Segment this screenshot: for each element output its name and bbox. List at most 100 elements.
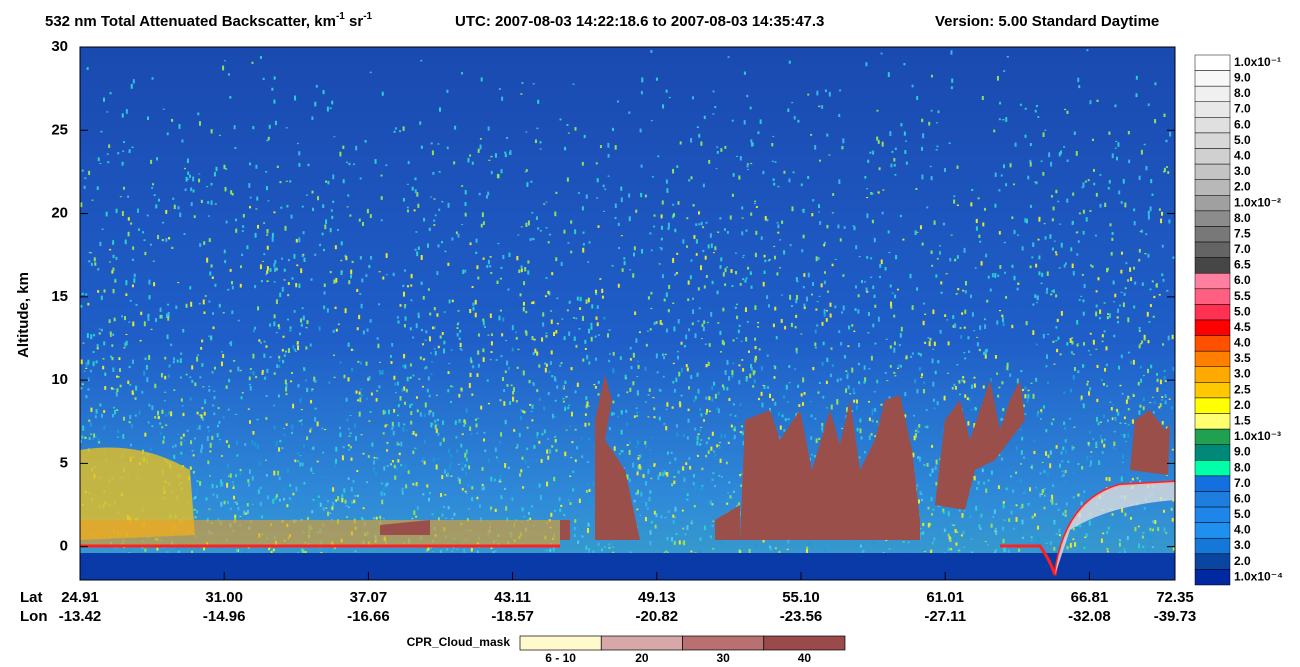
noise-speck	[538, 397, 541, 401]
noise-speck	[687, 298, 690, 302]
noise-speck	[1096, 398, 1099, 403]
noise-speck	[1148, 321, 1151, 323]
noise-speck	[1137, 525, 1140, 528]
noise-speck	[795, 350, 798, 354]
noise-speck	[536, 127, 539, 130]
noise-speck	[739, 431, 742, 434]
noise-speck	[932, 381, 935, 387]
noise-speck	[609, 353, 612, 355]
noise-speck	[1034, 181, 1037, 183]
noise-speck	[517, 348, 520, 351]
noise-speck	[798, 404, 801, 407]
noise-speck	[1140, 149, 1143, 155]
noise-speck	[731, 438, 734, 440]
noise-speck	[1094, 234, 1097, 237]
noise-speck	[547, 290, 550, 295]
noise-speck	[392, 425, 395, 428]
noise-speck	[730, 424, 733, 428]
noise-speck	[304, 379, 307, 382]
noise-speck	[680, 394, 683, 397]
noise-speck	[1093, 182, 1096, 186]
noise-speck	[211, 371, 214, 374]
noise-speck	[590, 325, 593, 330]
noise-speck	[970, 202, 973, 207]
noise-speck	[685, 364, 688, 368]
noise-speck	[570, 456, 573, 459]
noise-speck	[1156, 387, 1159, 392]
noise-speck	[454, 420, 457, 425]
noise-speck	[1072, 192, 1075, 196]
noise-speck	[542, 312, 545, 317]
noise-speck	[859, 418, 862, 423]
noise-speck	[487, 126, 490, 131]
noise-speck	[368, 376, 371, 380]
colorbar-swatch	[1194, 257, 1231, 274]
noise-speck	[109, 335, 112, 337]
noise-speck	[586, 354, 589, 360]
noise-speck	[431, 150, 434, 156]
noise-speck	[265, 474, 268, 477]
noise-speck	[1084, 180, 1087, 183]
noise-speck	[700, 413, 703, 417]
noise-speck	[393, 409, 396, 413]
noise-speck	[275, 441, 278, 445]
noise-speck	[858, 342, 861, 348]
noise-speck	[100, 328, 103, 332]
noise-speck	[412, 374, 415, 377]
noise-speck	[1128, 397, 1131, 400]
noise-speck	[735, 337, 738, 339]
noise-speck	[1077, 493, 1080, 497]
noise-speck	[467, 508, 470, 510]
noise-speck	[911, 84, 914, 88]
noise-speck	[448, 299, 451, 304]
noise-speck	[587, 405, 590, 407]
noise-speck	[507, 288, 510, 291]
noise-speck	[488, 458, 491, 463]
noise-speck	[1011, 324, 1014, 329]
noise-speck	[962, 531, 965, 535]
noise-speck	[531, 211, 534, 214]
noise-speck	[146, 214, 149, 217]
noise-speck	[728, 481, 731, 484]
noise-speck	[312, 472, 315, 474]
noise-speck	[426, 388, 429, 393]
noise-speck	[582, 243, 585, 246]
noise-speck	[302, 444, 305, 448]
noise-speck	[543, 203, 546, 205]
noise-speck	[433, 348, 436, 350]
noise-speck	[795, 314, 798, 318]
noise-speck	[315, 84, 318, 88]
noise-speck	[996, 372, 999, 375]
noise-speck	[522, 370, 525, 376]
noise-speck	[325, 180, 328, 183]
colorbar-swatch	[1194, 226, 1231, 243]
noise-speck	[392, 272, 395, 277]
noise-speck	[702, 249, 705, 253]
noise-speck	[1107, 526, 1110, 530]
noise-speck	[248, 383, 251, 386]
noise-speck	[197, 112, 200, 116]
noise-speck	[632, 381, 635, 386]
y-tick-label: 20	[51, 205, 68, 222]
noise-speck	[561, 318, 564, 320]
noise-speck	[1082, 403, 1085, 409]
noise-speck	[532, 301, 535, 305]
noise-speck	[137, 208, 140, 213]
noise-speck	[614, 216, 617, 220]
noise-speck	[108, 319, 111, 324]
noise-speck	[524, 171, 527, 173]
noise-speck	[574, 390, 577, 394]
noise-speck	[236, 454, 239, 457]
noise-speck	[416, 192, 419, 197]
noise-speck	[822, 341, 825, 346]
noise-speck	[668, 284, 671, 289]
noise-speck	[204, 399, 207, 405]
noise-speck	[738, 502, 741, 506]
noise-speck	[1139, 480, 1142, 483]
noise-speck	[1043, 223, 1046, 225]
noise-speck	[580, 526, 583, 530]
noise-speck	[1106, 550, 1109, 553]
noise-speck	[519, 473, 522, 477]
noise-speck	[929, 473, 932, 477]
noise-speck	[560, 362, 563, 364]
